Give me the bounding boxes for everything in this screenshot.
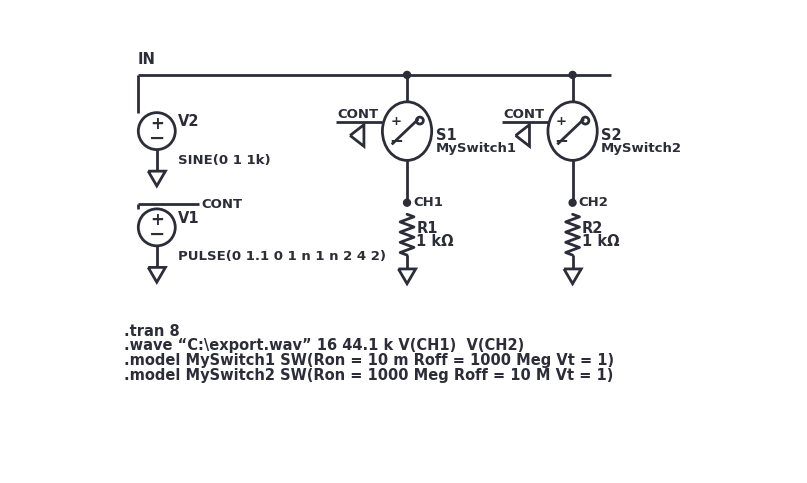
Text: MySwitch1: MySwitch1 <box>436 142 516 155</box>
Text: CONT: CONT <box>338 108 378 121</box>
Text: +: + <box>150 115 164 133</box>
Circle shape <box>569 199 576 206</box>
Text: +: + <box>150 212 164 229</box>
Text: .model MySwitch1 SW(Ron = 10 m Roff = 1000 Meg Vt = 1): .model MySwitch1 SW(Ron = 10 m Roff = 10… <box>124 353 615 368</box>
Text: R2: R2 <box>582 221 603 236</box>
Text: PULSE(0 1.1 0 1 n 1 n 2 4 2): PULSE(0 1.1 0 1 n 1 n 2 4 2) <box>178 250 387 263</box>
Text: −: − <box>554 131 568 149</box>
Circle shape <box>404 199 411 206</box>
Text: +: + <box>391 115 401 128</box>
Text: .wave “C:\export.wav” 16 44.1 k V(CH1)  V(CH2): .wave “C:\export.wav” 16 44.1 k V(CH1) V… <box>124 339 525 354</box>
Text: 1 kΩ: 1 kΩ <box>416 234 454 249</box>
Text: CONT: CONT <box>504 108 545 121</box>
Text: −: − <box>389 131 403 149</box>
Text: .tran 8: .tran 8 <box>124 324 180 339</box>
Text: CONT: CONT <box>202 198 243 211</box>
Text: S1: S1 <box>436 128 456 143</box>
Text: S2: S2 <box>601 128 621 143</box>
Text: −: − <box>148 128 165 148</box>
Text: V1: V1 <box>178 211 200 226</box>
Text: V2: V2 <box>178 114 200 129</box>
Text: IN: IN <box>137 52 156 67</box>
Text: +: + <box>556 115 567 128</box>
Text: CH2: CH2 <box>579 196 608 209</box>
Text: 1 kΩ: 1 kΩ <box>582 234 619 249</box>
Text: MySwitch2: MySwitch2 <box>601 142 682 155</box>
Text: R1: R1 <box>416 221 437 236</box>
Text: SINE(0 1 1k): SINE(0 1 1k) <box>178 154 271 167</box>
Circle shape <box>404 71 411 78</box>
Text: .model MySwitch2 SW(Ron = 1000 Meg Roff = 10 M Vt = 1): .model MySwitch2 SW(Ron = 1000 Meg Roff … <box>124 368 614 383</box>
Circle shape <box>569 71 576 78</box>
Text: −: − <box>148 225 165 244</box>
Text: CH1: CH1 <box>413 196 443 209</box>
